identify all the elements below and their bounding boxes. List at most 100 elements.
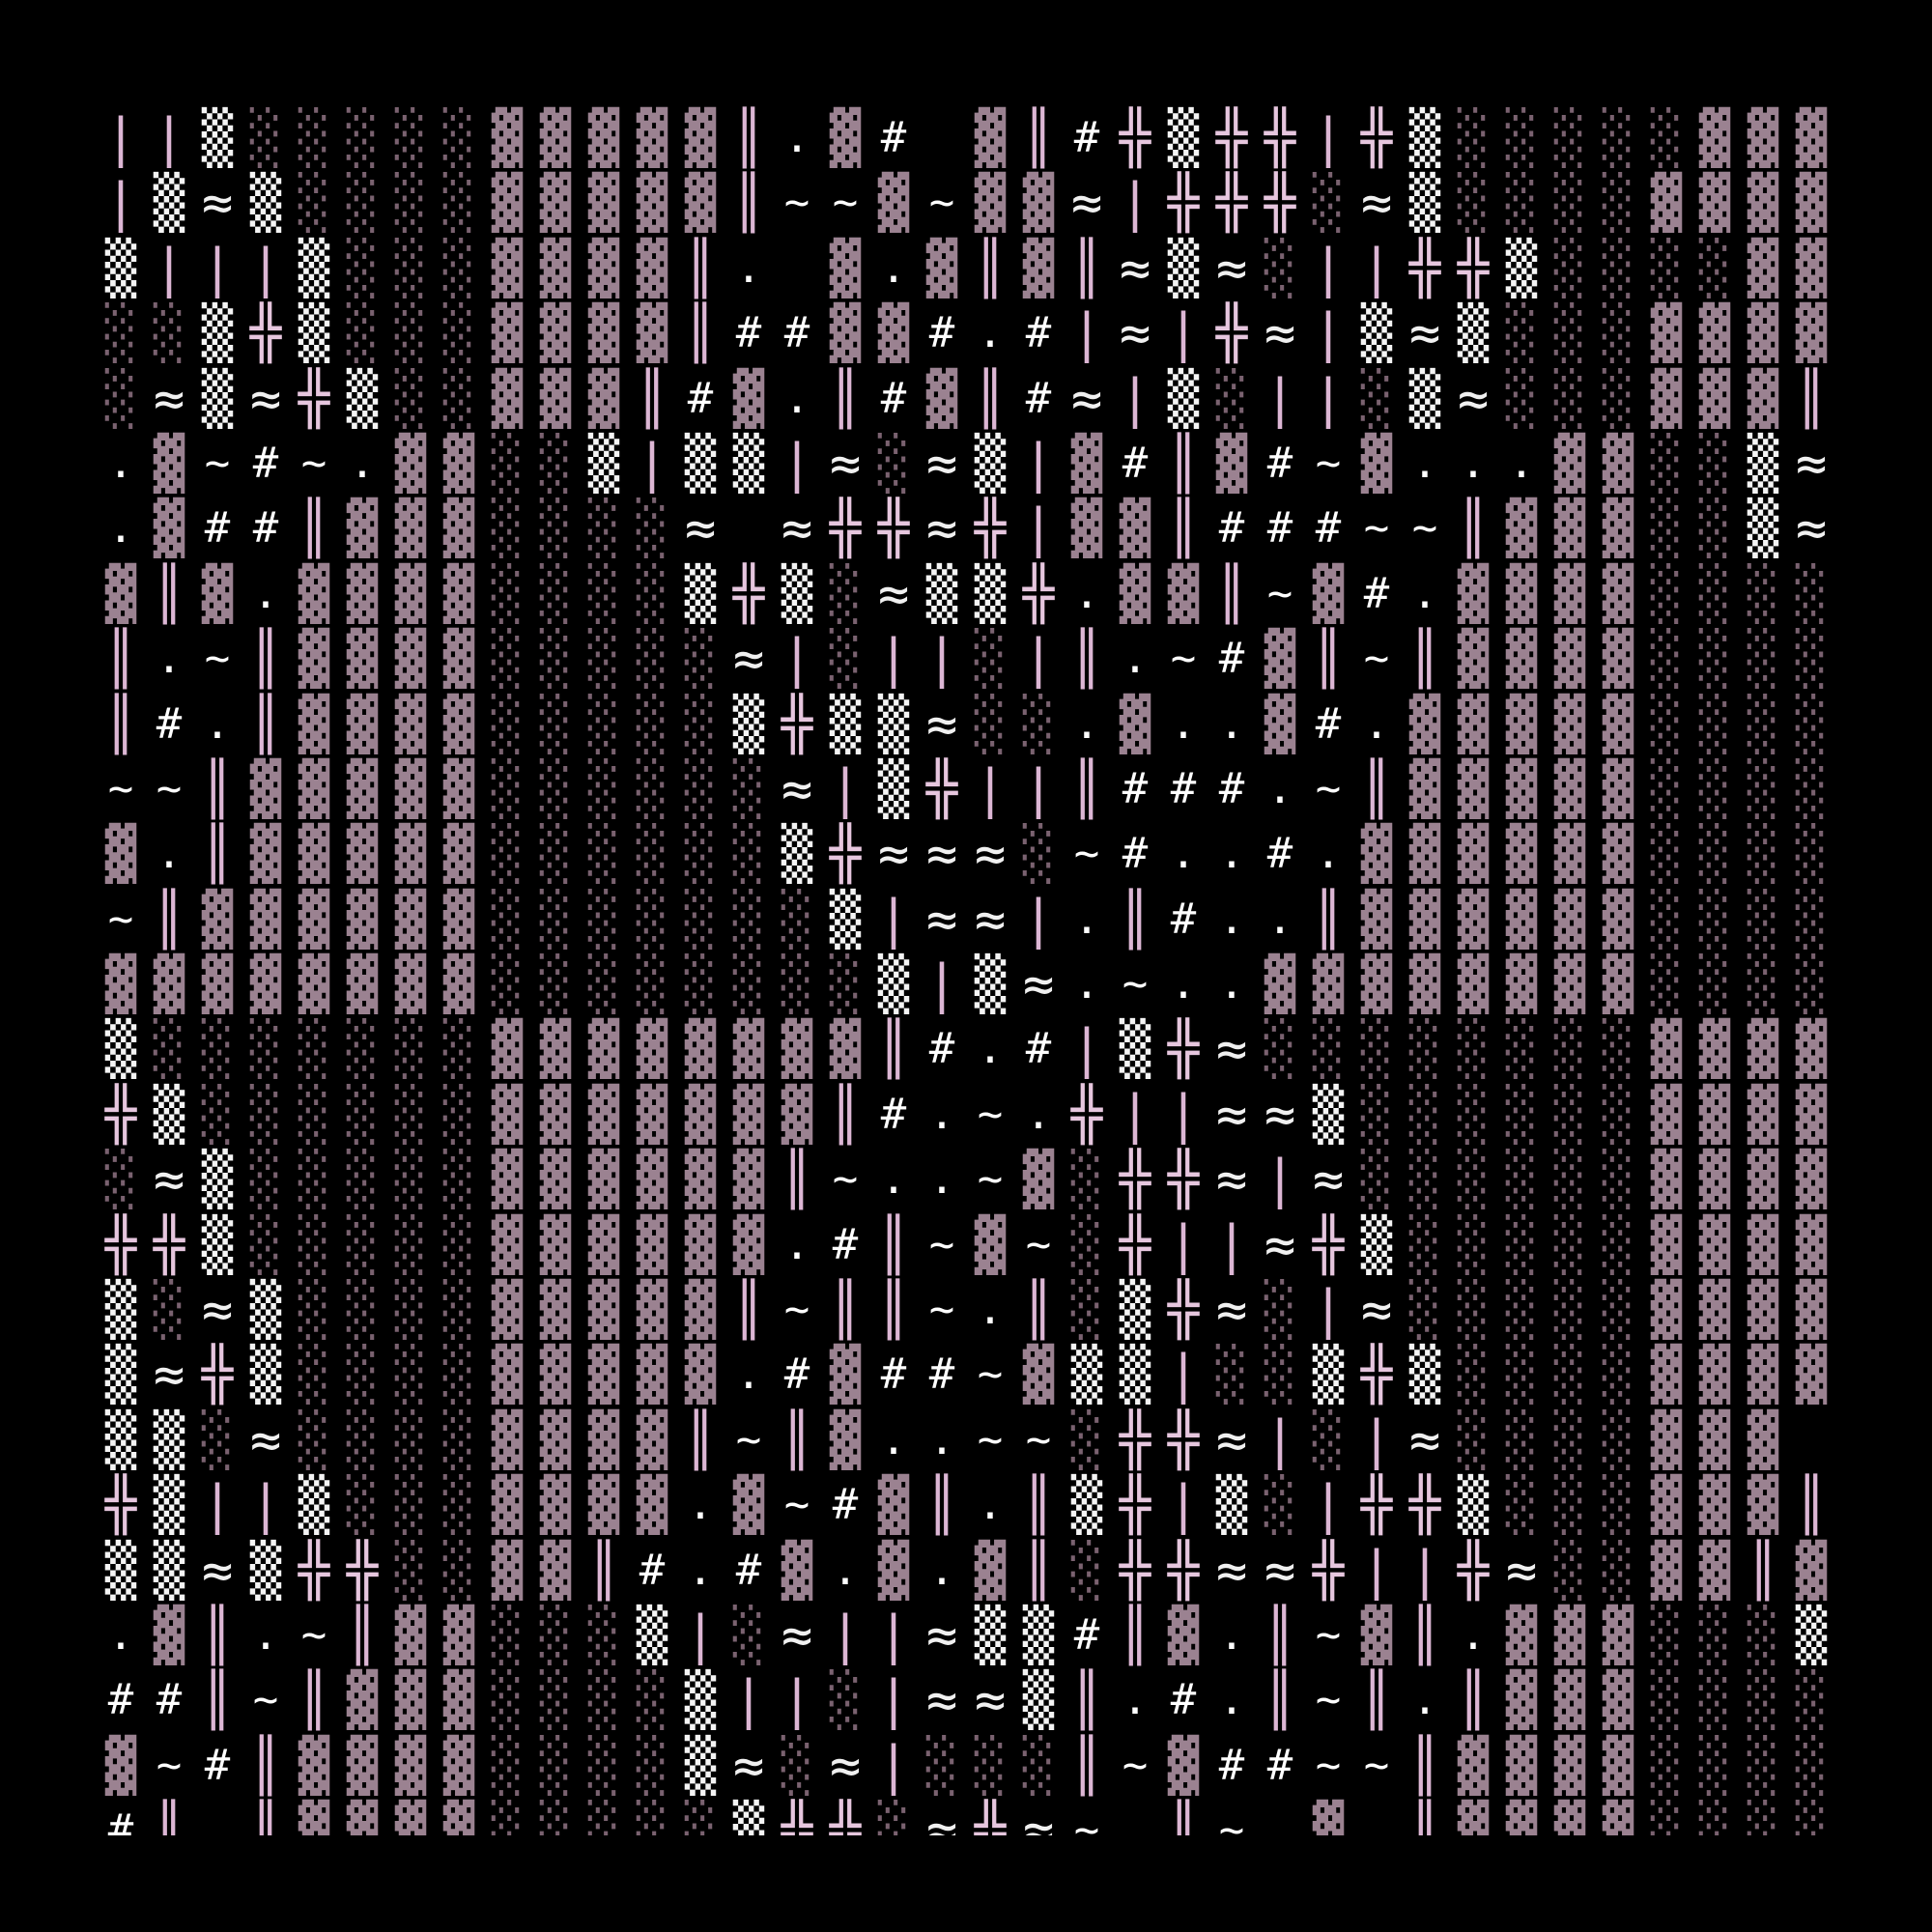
light-shade-glyph: ░ — [1650, 497, 1683, 559]
light-shade-glyph: ░ — [1022, 693, 1055, 754]
hash-glyph: # — [1073, 113, 1100, 162]
light-shade-glyph: ░ — [1505, 1408, 1538, 1470]
bar-glyph: | — [925, 628, 958, 690]
light-shade-glyph: ░ — [442, 1083, 475, 1145]
cross-glyph: ╬ — [298, 1539, 330, 1601]
light-shade-glyph: ░ — [1698, 757, 1731, 819]
hash-glyph: # — [735, 1545, 762, 1595]
cross-glyph: ╬ — [201, 1344, 234, 1406]
light-shade-glyph: ░ — [1602, 1213, 1634, 1275]
dot-glyph: . — [1073, 698, 1100, 749]
hash-glyph: # — [1218, 763, 1245, 813]
dense-shade-glyph: ▓ — [1698, 1083, 1731, 1145]
dense-shade-glyph: ▓ — [1795, 237, 1828, 298]
light-shade-glyph: ░ — [684, 888, 717, 950]
blank-cell — [773, 236, 821, 300]
dot-glyph: . — [1218, 894, 1245, 944]
tilde-glyph: ~ — [832, 178, 859, 228]
medium-shade-glyph: ▒ — [1215, 1474, 1248, 1536]
double-bar-glyph: ║ — [1215, 562, 1248, 624]
light-shade-glyph: ░ — [1505, 172, 1538, 234]
light-shade-glyph: ░ — [346, 1474, 379, 1536]
light-shade-glyph: ░ — [1602, 302, 1634, 364]
light-shade-glyph: ░ — [491, 693, 524, 754]
dense-shade-glyph: ▓ — [1698, 367, 1731, 429]
light-shade-glyph: ░ — [1553, 107, 1586, 168]
dense-shade-glyph: ▓ — [491, 1279, 524, 1341]
light-shade-glyph: ░ — [201, 1408, 234, 1470]
approx-glyph: ≈ — [1312, 1149, 1345, 1210]
dense-shade-glyph: ▓ — [1505, 562, 1538, 624]
light-shade-glyph: ░ — [1553, 1149, 1586, 1210]
dot-glyph: . — [1266, 763, 1293, 813]
dense-shade-glyph: ▓ — [636, 302, 668, 364]
approx-glyph: ≈ — [925, 693, 958, 754]
light-shade-glyph: ░ — [877, 1800, 910, 1835]
dot-glyph: . — [1266, 894, 1293, 944]
bar-glyph: | — [1070, 302, 1103, 364]
art-row: ║ #. ║ ▓ ▓ ▓ ▓ ░ ░ ░ ░ ░ ▒ ╬ ▒ ▒ ≈ ░ ░. ▓.. ▓ #. ▓ ▓ ▓ ▓ ▓ ░ ░ ░ ░ — [97, 692, 1835, 756]
hash-glyph: # — [832, 1219, 859, 1269]
dot-glyph: . — [252, 1609, 279, 1660]
light-shade-glyph: ░ — [1264, 1018, 1296, 1080]
dense-shade-glyph: ▓ — [491, 1474, 524, 1536]
dot-glyph: . — [1411, 438, 1438, 488]
dense-shade-glyph: ▓ — [442, 1669, 475, 1731]
hash-glyph: # — [928, 308, 955, 358]
cross-glyph: ╬ — [1167, 1408, 1200, 1470]
bar-glyph: | — [1022, 888, 1055, 950]
dense-shade-glyph: ▓ — [346, 1669, 379, 1731]
character-grid: ||▒░░░░░▓▓▓▓▓║.▓# ▓║#╬▒╬╬|╬▒░░░░░▓▓▓▓|▒≈… — [97, 105, 1835, 1835]
dense-shade-glyph: ▓ — [1650, 1279, 1683, 1341]
light-shade-glyph: ░ — [1264, 1474, 1296, 1536]
light-shade-glyph: ░ — [1312, 172, 1345, 234]
bar-glyph: | — [829, 1604, 862, 1665]
light-shade-glyph: ░ — [539, 1604, 572, 1665]
bar-glyph: | — [829, 757, 862, 819]
dense-shade-glyph: ▓ — [442, 953, 475, 1015]
light-shade-glyph: ░ — [1505, 1083, 1538, 1145]
dot-glyph: . — [349, 438, 376, 488]
light-shade-glyph: ░ — [491, 432, 524, 494]
dense-shade-glyph: ▓ — [1602, 1604, 1634, 1665]
light-shade-glyph: ░ — [732, 823, 765, 885]
medium-shade-glyph: ▒ — [636, 1604, 668, 1665]
approx-glyph: ≈ — [925, 497, 958, 559]
dot-glyph: . — [1170, 959, 1197, 1009]
dense-shade-glyph: ▓ — [346, 1734, 379, 1796]
approx-glyph: ≈ — [1360, 172, 1393, 234]
dense-shade-glyph: ▓ — [587, 367, 620, 429]
medium-shade-glyph: ▒ — [1795, 1604, 1828, 1665]
dense-shade-glyph: ▓ — [539, 1474, 572, 1536]
approx-glyph: ≈ — [1022, 953, 1055, 1015]
tilde-glyph: ~ — [977, 1089, 1004, 1139]
approx-glyph: ≈ — [829, 432, 862, 494]
light-shade-glyph: ░ — [1747, 823, 1779, 885]
light-shade-glyph: ░ — [104, 1149, 137, 1210]
dense-shade-glyph: ▓ — [346, 562, 379, 624]
tilde-glyph: ~ — [1363, 503, 1390, 554]
light-shade-glyph: ░ — [636, 562, 668, 624]
light-shade-glyph: ░ — [298, 1083, 330, 1145]
medium-shade-glyph: ▒ — [1457, 1474, 1490, 1536]
hash-glyph: # — [107, 1675, 134, 1725]
bar-glyph: | — [1312, 367, 1345, 429]
dot-glyph: . — [687, 1545, 714, 1595]
cross-glyph: ╬ — [1022, 562, 1055, 624]
light-shade-glyph: ░ — [346, 1083, 379, 1145]
light-shade-glyph: ░ — [539, 888, 572, 950]
light-shade-glyph: ░ — [153, 1018, 185, 1080]
light-shade-glyph: ░ — [346, 172, 379, 234]
light-shade-glyph: ░ — [1795, 628, 1828, 690]
bar-glyph: | — [1408, 1539, 1441, 1601]
light-shade-glyph: ░ — [1747, 1604, 1779, 1665]
double-bar-glyph: ║ — [1022, 1539, 1055, 1601]
cross-glyph: ╬ — [249, 302, 282, 364]
tilde-glyph: ~ — [1025, 1219, 1052, 1269]
double-bar-glyph: ║ — [732, 172, 765, 234]
hash-glyph: # — [252, 438, 279, 488]
light-shade-glyph: ░ — [346, 1018, 379, 1080]
medium-shade-glyph: ▒ — [249, 172, 282, 234]
approx-glyph: ≈ — [1408, 302, 1441, 364]
light-shade-glyph: ░ — [1408, 1149, 1441, 1210]
